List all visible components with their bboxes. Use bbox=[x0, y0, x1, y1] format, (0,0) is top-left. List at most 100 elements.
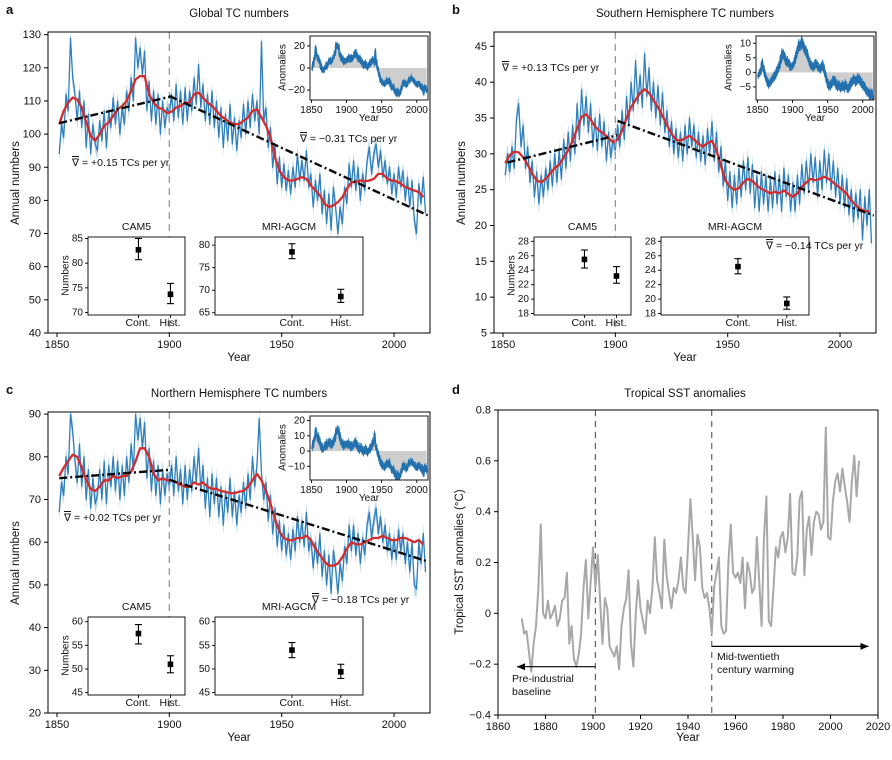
svg-text:20: 20 bbox=[518, 294, 530, 305]
svg-text:2020: 2020 bbox=[866, 721, 890, 733]
svg-text:1850: 1850 bbox=[45, 719, 69, 731]
svg-text:2000: 2000 bbox=[852, 105, 875, 116]
panel-c-chart: 20 30 40 50 60 70 80 90 1850 1900 1950 2000 20 10 0 −10… bbox=[29, 409, 431, 731]
inset-model-y-label: Numbers bbox=[60, 255, 72, 296]
y-axis-label: Annual numbers bbox=[10, 141, 22, 225]
svg-text:18: 18 bbox=[645, 309, 657, 320]
svg-text:0: 0 bbox=[299, 63, 305, 74]
svg-text:2000: 2000 bbox=[382, 719, 406, 731]
category-label-hist: Hist. bbox=[159, 697, 181, 709]
svg-text:110: 110 bbox=[23, 95, 41, 107]
svg-text:1960: 1960 bbox=[723, 721, 747, 733]
svg-text:1900: 1900 bbox=[781, 105, 804, 116]
inset-anomalies-x-label: Year bbox=[358, 493, 380, 504]
svg-text:1850: 1850 bbox=[300, 105, 323, 116]
svg-text:18: 18 bbox=[518, 309, 530, 320]
category-label-cont: Cont. bbox=[279, 697, 305, 709]
svg-text:1900: 1900 bbox=[157, 719, 181, 731]
svg-text:65: 65 bbox=[199, 308, 211, 319]
x-axis-label: Year bbox=[673, 352, 697, 364]
x-axis-label: Year bbox=[227, 352, 251, 364]
svg-text:90: 90 bbox=[29, 162, 41, 174]
category-label-hist: Hist. bbox=[159, 317, 181, 329]
svg-text:1900: 1900 bbox=[335, 485, 358, 496]
nabla-symbol: ∇ bbox=[300, 133, 308, 145]
panel-a-chart: 40 50 60 70 80 90 100 110 120 130 1850 1900 1950 2000… bbox=[23, 29, 431, 351]
category-label-cont: Cont. bbox=[725, 317, 751, 329]
svg-text:35: 35 bbox=[475, 113, 487, 125]
inset-model-y-label: Numbers bbox=[60, 635, 72, 676]
annotation-line: century warming bbox=[717, 664, 795, 676]
svg-text:60: 60 bbox=[199, 617, 211, 628]
inset-model-title-cam5: CAM5 bbox=[121, 221, 152, 233]
inset-model-title-mri: MRI-AGCM bbox=[261, 601, 317, 613]
svg-text:1950: 1950 bbox=[269, 719, 293, 731]
trend-text: = −0.14 TCs per yr bbox=[773, 240, 864, 252]
trend-text: = +0.13 TCs per yr bbox=[509, 62, 600, 74]
category-label-hist: Hist. bbox=[330, 317, 352, 329]
inset-model-title-mri: MRI-AGCM bbox=[707, 221, 763, 233]
annotation-mid-century: Mid-twentieth century warming bbox=[717, 651, 794, 677]
svg-text:30: 30 bbox=[29, 665, 41, 677]
nabla-symbol: ∇ bbox=[502, 62, 510, 74]
svg-text:70: 70 bbox=[29, 228, 41, 240]
category-label-cont: Cont. bbox=[125, 697, 151, 709]
svg-text:40: 40 bbox=[29, 328, 41, 340]
y-axis-label: Annual numbers bbox=[456, 141, 468, 225]
svg-text:26: 26 bbox=[518, 251, 530, 262]
svg-text:5: 5 bbox=[745, 53, 751, 64]
svg-text:50: 50 bbox=[29, 294, 41, 306]
svg-text:70: 70 bbox=[199, 285, 211, 296]
svg-text:24: 24 bbox=[518, 265, 530, 276]
panel-title: Tropical SST anomalies bbox=[624, 388, 746, 400]
svg-text:0: 0 bbox=[299, 446, 305, 457]
svg-text:100: 100 bbox=[23, 129, 41, 141]
svg-text:0.2: 0.2 bbox=[476, 557, 491, 569]
svg-text:40: 40 bbox=[475, 77, 487, 89]
svg-text:−5: −5 bbox=[740, 82, 752, 93]
svg-text:30: 30 bbox=[475, 148, 487, 160]
svg-text:5: 5 bbox=[481, 328, 487, 340]
svg-text:130: 130 bbox=[23, 29, 41, 41]
svg-text:0.8: 0.8 bbox=[476, 405, 491, 417]
inset-model-title-cam5: CAM5 bbox=[567, 221, 598, 233]
panel-d-chart: −0.4 −0.2 0 0.2 0.4 0.6 0.8 1860 1880 1900 1920 194… bbox=[469, 405, 890, 734]
svg-text:0.6: 0.6 bbox=[476, 455, 491, 467]
svg-text:75: 75 bbox=[199, 263, 211, 274]
panel-letter: b bbox=[452, 2, 460, 17]
svg-text:50: 50 bbox=[199, 664, 211, 675]
svg-text:24: 24 bbox=[645, 265, 657, 276]
annotation-line: Mid-twentieth bbox=[717, 651, 780, 663]
inset-anomalies-y-label: Anomalies bbox=[277, 424, 289, 471]
svg-text:1880: 1880 bbox=[533, 721, 557, 733]
svg-text:90: 90 bbox=[29, 409, 41, 421]
svg-text:28: 28 bbox=[645, 236, 657, 247]
svg-text:60: 60 bbox=[29, 261, 41, 273]
panel-title: Global TC numbers bbox=[189, 8, 289, 20]
svg-text:22: 22 bbox=[645, 280, 657, 291]
inset-model-y-label: Numbers bbox=[506, 255, 518, 296]
svg-text:28: 28 bbox=[518, 236, 530, 247]
svg-text:15: 15 bbox=[475, 256, 487, 268]
svg-text:1900: 1900 bbox=[157, 339, 181, 351]
svg-text:0: 0 bbox=[745, 67, 751, 78]
inset-anomalies-y-label: Anomalies bbox=[277, 44, 289, 91]
svg-text:1950: 1950 bbox=[269, 339, 293, 351]
panel-letter: a bbox=[6, 2, 14, 17]
trend-text: = −0.31 TCs per yr bbox=[307, 133, 398, 145]
svg-text:60: 60 bbox=[29, 537, 41, 549]
svg-text:1900: 1900 bbox=[335, 105, 358, 116]
svg-text:20: 20 bbox=[475, 220, 487, 232]
y-axis-label: Tropical SST anomalies (°C) bbox=[454, 489, 466, 635]
svg-text:22: 22 bbox=[518, 280, 530, 291]
svg-text:2000: 2000 bbox=[382, 339, 406, 351]
svg-text:45: 45 bbox=[475, 41, 487, 53]
svg-text:1850: 1850 bbox=[45, 339, 69, 351]
svg-text:50: 50 bbox=[72, 664, 84, 675]
trend-text: = +0.15 TCs per yr bbox=[79, 157, 170, 169]
panel-a: 40 50 60 70 80 90 100 110 120 130 1850 1900 1950 2000… bbox=[0, 0, 446, 380]
trend-label-early: ∇ = +0.15 TCs per yr bbox=[72, 157, 169, 169]
svg-text:0.4: 0.4 bbox=[476, 506, 491, 518]
inset-model-title-cam5: CAM5 bbox=[121, 601, 152, 613]
